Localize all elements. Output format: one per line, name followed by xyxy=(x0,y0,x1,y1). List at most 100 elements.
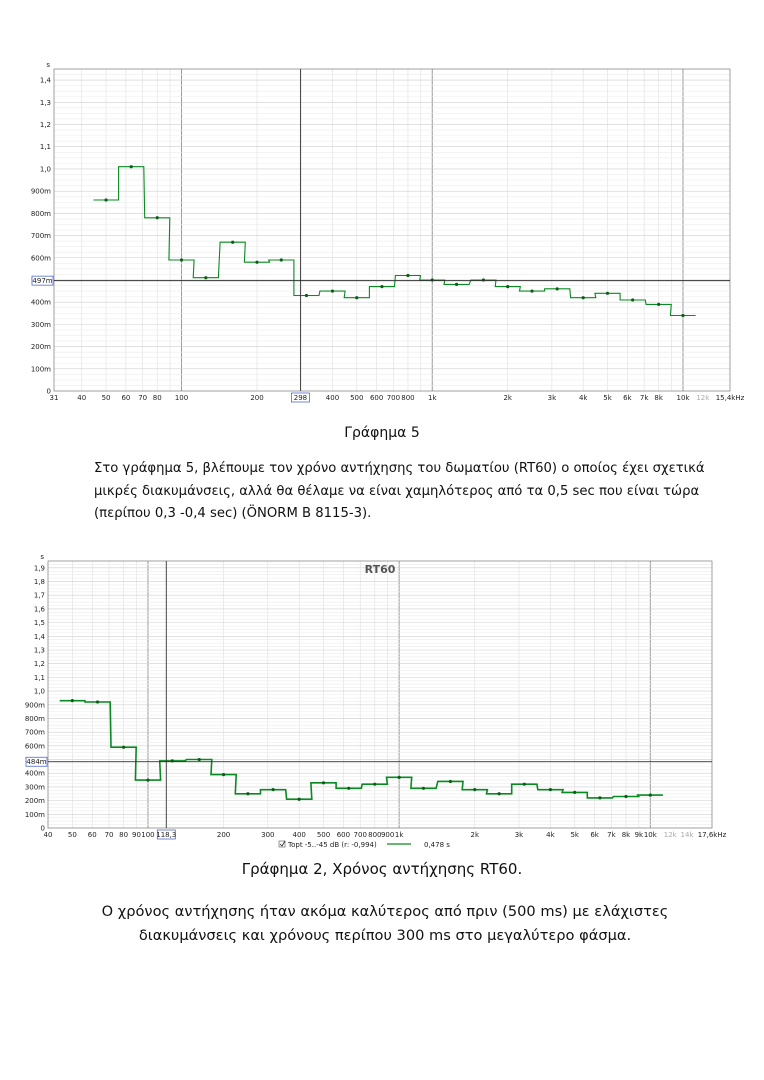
rt60-data-point xyxy=(657,302,661,306)
x-tick-label: 14k xyxy=(681,831,695,839)
x-tick-label: 40 xyxy=(77,394,86,402)
rt60-data-point xyxy=(598,796,602,800)
x-tick-label: 10k xyxy=(644,831,658,839)
x-tick-label: 800 xyxy=(401,394,414,402)
legend-check-mark xyxy=(279,840,286,847)
x-tick-label: 70 xyxy=(105,831,114,839)
y-tick-label: 1,9 xyxy=(34,564,45,572)
y-tick-label: 400m xyxy=(25,770,45,778)
rt60-data-point xyxy=(581,296,585,300)
y-tick-label: 1,3 xyxy=(34,647,45,655)
paragraph-fig5: Στο γράφημα 5, βλέπουμε τον χρόνο αντήχη… xyxy=(94,461,705,521)
rt60-data-point xyxy=(231,240,235,244)
x-tick-label: 4k xyxy=(546,831,555,839)
rt60-data-point xyxy=(497,792,501,796)
x-tick-label: 60 xyxy=(88,831,97,839)
y-tick-label: 1,7 xyxy=(34,592,45,600)
x-tick-label: 200 xyxy=(250,394,263,402)
y-tick-label: 1,1 xyxy=(34,674,45,682)
x-tick-label: 50 xyxy=(102,394,111,402)
y-tick-label: 700m xyxy=(25,729,45,737)
cursor-x-label: 118,3 xyxy=(156,831,176,839)
x-tick-label: 12k xyxy=(696,394,710,402)
legend-series-label: Topt -5..-45 dB (r: -0,994) xyxy=(287,841,377,849)
rt60-data-point xyxy=(221,773,226,777)
legend-checkbox xyxy=(278,840,286,848)
rt60-series-line xyxy=(59,699,663,800)
cursor-y-label: 484m xyxy=(26,758,46,766)
y-tick-label: 900m xyxy=(25,701,45,709)
chart-title: RT60 xyxy=(365,563,396,576)
rt60-data-point xyxy=(555,287,559,291)
x-tick-label: 7k xyxy=(607,831,616,839)
rt60-data-point xyxy=(454,282,459,287)
x-tick-label: 600 xyxy=(370,394,383,402)
rt60-data-point xyxy=(522,782,526,786)
rt60-data-point xyxy=(271,788,275,792)
rt60-chart-fig2: s0100m200m300m400m500m600m700m800m900m1,… xyxy=(25,553,727,849)
y-tick-label: 600m xyxy=(31,254,51,262)
y-tick-label: 1,5 xyxy=(34,619,45,627)
rt60-data-point xyxy=(321,781,326,785)
cursor-y-box xyxy=(31,275,54,286)
x-tick-label: 6k xyxy=(590,831,599,839)
rt60-data-point xyxy=(648,793,652,797)
rt60-data-point xyxy=(624,794,628,799)
y-tick-label: 0 xyxy=(47,388,51,396)
rt60-data-point xyxy=(246,792,250,796)
x-tick-label: 300 xyxy=(261,831,274,839)
rt60-data-point xyxy=(397,775,401,779)
x-tick-label: 500 xyxy=(317,831,330,839)
rt60-data-point xyxy=(506,285,510,289)
rt60-data-point xyxy=(197,757,201,762)
cursor-x-box xyxy=(291,392,310,403)
rt60-data-point xyxy=(255,260,259,264)
y-tick-label: 1,6 xyxy=(34,605,46,613)
rt60-data-point xyxy=(204,276,208,280)
x-tick-label: 80 xyxy=(153,394,162,402)
rt60-data-point xyxy=(146,778,150,782)
grid xyxy=(48,561,712,828)
rt60-data-point xyxy=(122,745,126,749)
rt60-data-point xyxy=(297,797,301,801)
x-tick-label: 6k xyxy=(623,394,632,402)
rt60-chart-fig5: s0100m200m300m400m500m600m700m800m900m1,… xyxy=(31,61,745,403)
paragraph-fig2: Ο χρόνος αντήχησης ήταν ακόμα καλύτερος … xyxy=(101,903,669,944)
y-tick-label: 200m xyxy=(31,343,51,351)
rt60-data-point xyxy=(430,278,434,282)
y-tick-label: 900m xyxy=(31,188,51,196)
y-unit-label: s xyxy=(46,61,50,69)
y-tick-label: 300m xyxy=(31,321,51,329)
caption-fig2: Γράφημα 2, Χρόνος αντήχησης RT60. xyxy=(241,860,523,878)
x-tick-label: 10k xyxy=(676,394,690,402)
x-tick-label: 15,4kHz xyxy=(716,394,745,402)
x-tick-label: 4k xyxy=(579,394,588,402)
x-tick-label: 1k xyxy=(428,394,437,402)
x-tick-label: 100 xyxy=(175,394,188,402)
y-tick-label: 300m xyxy=(25,783,45,791)
cursor-y-label: 497m xyxy=(32,277,52,285)
rt60-data-point xyxy=(681,313,685,318)
y-tick-label: 700m xyxy=(31,232,51,240)
rt60-data-point xyxy=(330,289,335,293)
x-tick-label: 200 xyxy=(217,831,230,839)
y-tick-label: 1,1 xyxy=(40,143,51,151)
x-tick-label: 7k xyxy=(640,394,649,402)
y-tick-label: 1,3 xyxy=(40,99,51,107)
y-tick-label: 200m xyxy=(25,797,45,805)
rt60-data-point xyxy=(473,788,477,792)
x-tick-label: 900 xyxy=(381,831,394,839)
y-tick-label: 800m xyxy=(25,715,45,723)
rt60-data-point xyxy=(104,198,108,202)
y-tick-label: 1,4 xyxy=(34,633,46,641)
x-tick-label: 50 xyxy=(68,831,77,839)
y-tick-label: 1,0 xyxy=(34,688,45,696)
y-tick-label: 100m xyxy=(31,365,51,373)
y-unit-label: s xyxy=(40,553,44,561)
y-tick-label: 1,2 xyxy=(34,660,45,668)
rt60-data-point xyxy=(95,700,100,704)
y-tick-label: 1,8 xyxy=(34,578,45,586)
x-tick-label: 3k xyxy=(548,394,557,402)
rt60-data-point xyxy=(605,291,610,295)
x-tick-label: 60 xyxy=(121,394,130,402)
